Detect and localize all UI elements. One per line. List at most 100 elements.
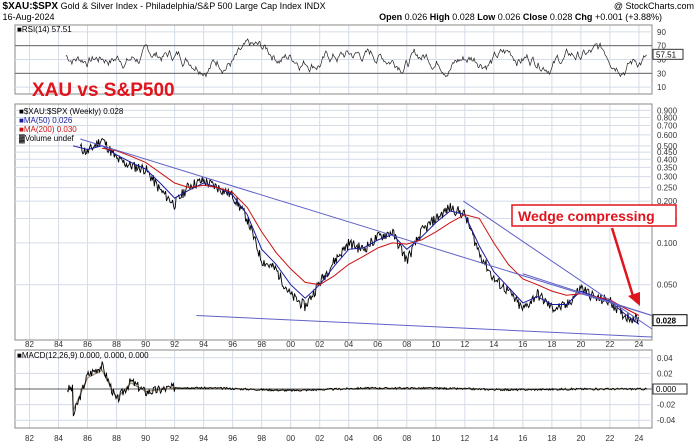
macd-current-box xyxy=(652,383,688,395)
price-tick-label: 0.600 xyxy=(657,131,678,140)
ma200-line xyxy=(102,147,640,316)
price-series-line xyxy=(79,137,639,324)
x-tick-label: 90 xyxy=(141,434,150,443)
x-tick-label: 04 xyxy=(344,340,353,349)
chg-value: +0.001 (+3.88%) xyxy=(594,12,662,22)
wedge-callout-text: Wedge compressing xyxy=(518,208,655,224)
trend-line xyxy=(522,273,653,317)
x-tick-label: 22 xyxy=(605,340,614,349)
price-current-label: 0.028 xyxy=(656,317,677,326)
rsi-legend: ■RSI(14) 57.51 xyxy=(17,25,72,34)
price-tick-label: 0.300 xyxy=(657,173,678,182)
symbol: $XAU:$SPX xyxy=(2,1,59,12)
open-label: Open xyxy=(379,12,403,22)
chart-header-line-2: 16-Aug-2024 xyxy=(0,12,700,22)
rsi-tick-label: 70 xyxy=(657,42,666,51)
chart-header-line-1: $XAU:$SPX Gold & Silver Index - Philadel… xyxy=(0,1,700,12)
ohlc-readout: Open 0.026 High 0.028 Low 0.026 Close 0.… xyxy=(379,12,662,22)
wedge-arrow-head xyxy=(628,292,640,306)
close-label: Close xyxy=(522,12,548,22)
x-tick-label: 84 xyxy=(54,340,63,349)
chart-title-annotation: XAU vs S&P500 xyxy=(32,80,175,101)
trend-line xyxy=(80,138,653,317)
rsi-tick-label: 90 xyxy=(657,28,666,37)
price-legend-item: ■MA(50) 0.026 xyxy=(19,116,73,125)
trend-line xyxy=(463,200,653,330)
x-tick-label: 24 xyxy=(634,340,643,349)
price-tick-label: 0.350 xyxy=(657,163,678,172)
price-tick-label: 0.400 xyxy=(657,155,678,164)
x-tick-label: 14 xyxy=(489,340,498,349)
price-current-box xyxy=(652,314,688,327)
x-tick-label: 02 xyxy=(315,340,324,349)
price-tick-label: 0.800 xyxy=(657,113,678,122)
x-tick-label: 98 xyxy=(257,340,266,349)
x-tick-label: 86 xyxy=(83,340,92,349)
rsi-line xyxy=(65,38,647,78)
x-tick-label: 84 xyxy=(54,434,63,443)
chg-label: Chg xyxy=(574,12,593,22)
price-tick-label: 0.200 xyxy=(657,197,678,206)
low-value: 0.026 xyxy=(497,12,521,22)
x-tick-label: 92 xyxy=(170,340,179,349)
close-value: 0.028 xyxy=(549,12,573,22)
rsi-tick-label: 50 xyxy=(657,56,666,65)
macd-line xyxy=(66,361,648,417)
macd-tick-label: 0.02 xyxy=(657,369,673,378)
macd-current-label: 0.000 xyxy=(656,385,677,394)
rsi-current-label: 57.51 xyxy=(656,50,677,59)
x-tick-label: 08 xyxy=(402,434,411,443)
x-tick-label: 20 xyxy=(576,434,585,443)
price-tick-label: 0.500 xyxy=(657,142,678,151)
trend-line xyxy=(196,315,653,338)
price-legend-item: ■$XAU:$SPX (Weekly) 0.028 xyxy=(19,107,124,116)
x-tick-label: 22 xyxy=(605,434,614,443)
x-tick-label: 02 xyxy=(315,434,324,443)
x-tick-label: 88 xyxy=(112,434,121,443)
x-tick-label: 06 xyxy=(373,340,382,349)
price-tick-label: 0.450 xyxy=(657,148,678,157)
x-tick-label: 00 xyxy=(286,434,295,443)
x-tick-label: 06 xyxy=(373,434,382,443)
x-tick-label: 14 xyxy=(489,434,498,443)
x-tick-label: 98 xyxy=(257,434,266,443)
price-tick-label: 0.900 xyxy=(657,106,678,115)
x-tick-label: 08 xyxy=(402,340,411,349)
ma50-line xyxy=(72,145,640,325)
x-tick-label: 18 xyxy=(547,340,556,349)
high-label: High xyxy=(429,12,450,22)
price-tick-label: 0.700 xyxy=(657,122,678,131)
rsi-tick-label: 10 xyxy=(657,83,666,92)
x-tick-label: 90 xyxy=(141,340,150,349)
wedge-callout-box xyxy=(511,204,677,227)
price-legend-item: ■MA(200) 0.030 xyxy=(19,125,77,134)
x-tick-label: 94 xyxy=(199,434,208,443)
macd-tick-label: -0.02 xyxy=(657,401,676,410)
x-tick-label: 04 xyxy=(344,434,353,443)
x-tick-label: 88 xyxy=(112,340,121,349)
date: 16-Aug-2024 xyxy=(2,12,55,22)
price-tick-label: 0.250 xyxy=(657,184,678,193)
x-tick-label: 16 xyxy=(518,340,527,349)
macd-tick-label: 0.04 xyxy=(657,354,673,363)
price-tick-label: 0.050 xyxy=(657,281,678,290)
price-tick-label: 0.100 xyxy=(657,239,678,248)
price-legend-item: ▓Volume undef xyxy=(19,134,75,144)
x-tick-label: 86 xyxy=(83,434,92,443)
x-tick-label: 94 xyxy=(199,340,208,349)
wedge-arrow-shaft xyxy=(610,227,635,297)
x-tick-label: 82 xyxy=(25,340,34,349)
open-value: 0.026 xyxy=(404,12,428,22)
low-label: Low xyxy=(477,12,496,22)
high-value: 0.028 xyxy=(452,12,475,22)
macd-tick-label: -0.04 xyxy=(657,416,676,425)
x-tick-label: 10 xyxy=(431,434,440,443)
x-tick-label: 20 xyxy=(576,340,585,349)
macd-legend: ■MACD(12,26,9) 0.000, 0.000, 0.000 xyxy=(17,351,149,360)
x-tick-label: 00 xyxy=(286,340,295,349)
x-tick-label: 18 xyxy=(547,434,556,443)
rsi-current-box xyxy=(652,48,684,60)
rsi-tick-label: 30 xyxy=(657,69,666,78)
description: Gold & Silver Index - Philadelphia/S&P 5… xyxy=(60,1,326,11)
